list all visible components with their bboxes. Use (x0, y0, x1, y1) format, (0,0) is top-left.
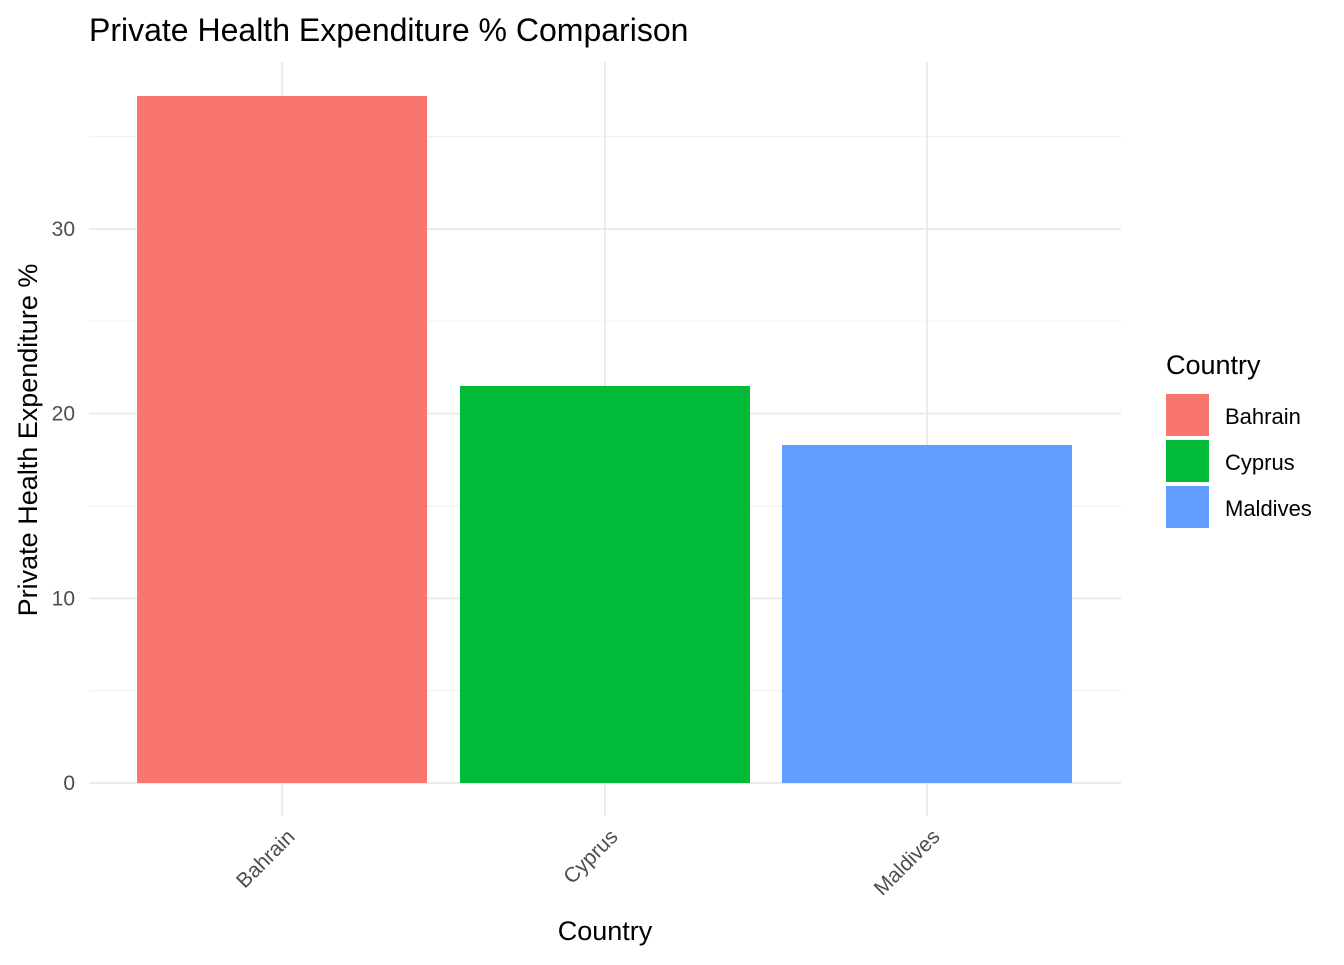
bars (137, 96, 1072, 783)
legend-label: Cyprus (1225, 450, 1295, 475)
bar-cyprus (460, 385, 750, 783)
y-tick-label: 0 (63, 772, 75, 795)
legend-label: Maldives (1225, 496, 1312, 521)
bar-bahrain (137, 96, 427, 783)
bar-maldives (782, 445, 1072, 783)
legend-swatch-maldives (1166, 486, 1209, 528)
y-axis-title: Private Health Expenditure % (13, 264, 43, 617)
y-tick-label: 30 (52, 218, 75, 241)
chart-title: Private Health Expenditure % Comparison (89, 12, 688, 48)
legend-swatch-bahrain (1166, 394, 1209, 436)
y-tick-label: 10 (52, 587, 75, 610)
y-axis-tick-labels: 0 10 20 30 (52, 218, 75, 795)
x-axis-tick-labels: Bahrain Cyprus Maldives (232, 825, 944, 900)
x-axis-title: Country (558, 916, 653, 946)
x-tick-label: Bahrain (232, 825, 299, 892)
x-tick-label: Maldives (870, 825, 945, 900)
y-tick-label: 20 (52, 403, 75, 426)
legend-swatch-cyprus (1166, 440, 1209, 482)
x-tick-label: Cyprus (559, 825, 622, 888)
legend: Country Bahrain Cyprus Maldives (1166, 350, 1312, 528)
legend-label: Bahrain (1225, 404, 1301, 429)
legend-title: Country (1166, 350, 1261, 380)
